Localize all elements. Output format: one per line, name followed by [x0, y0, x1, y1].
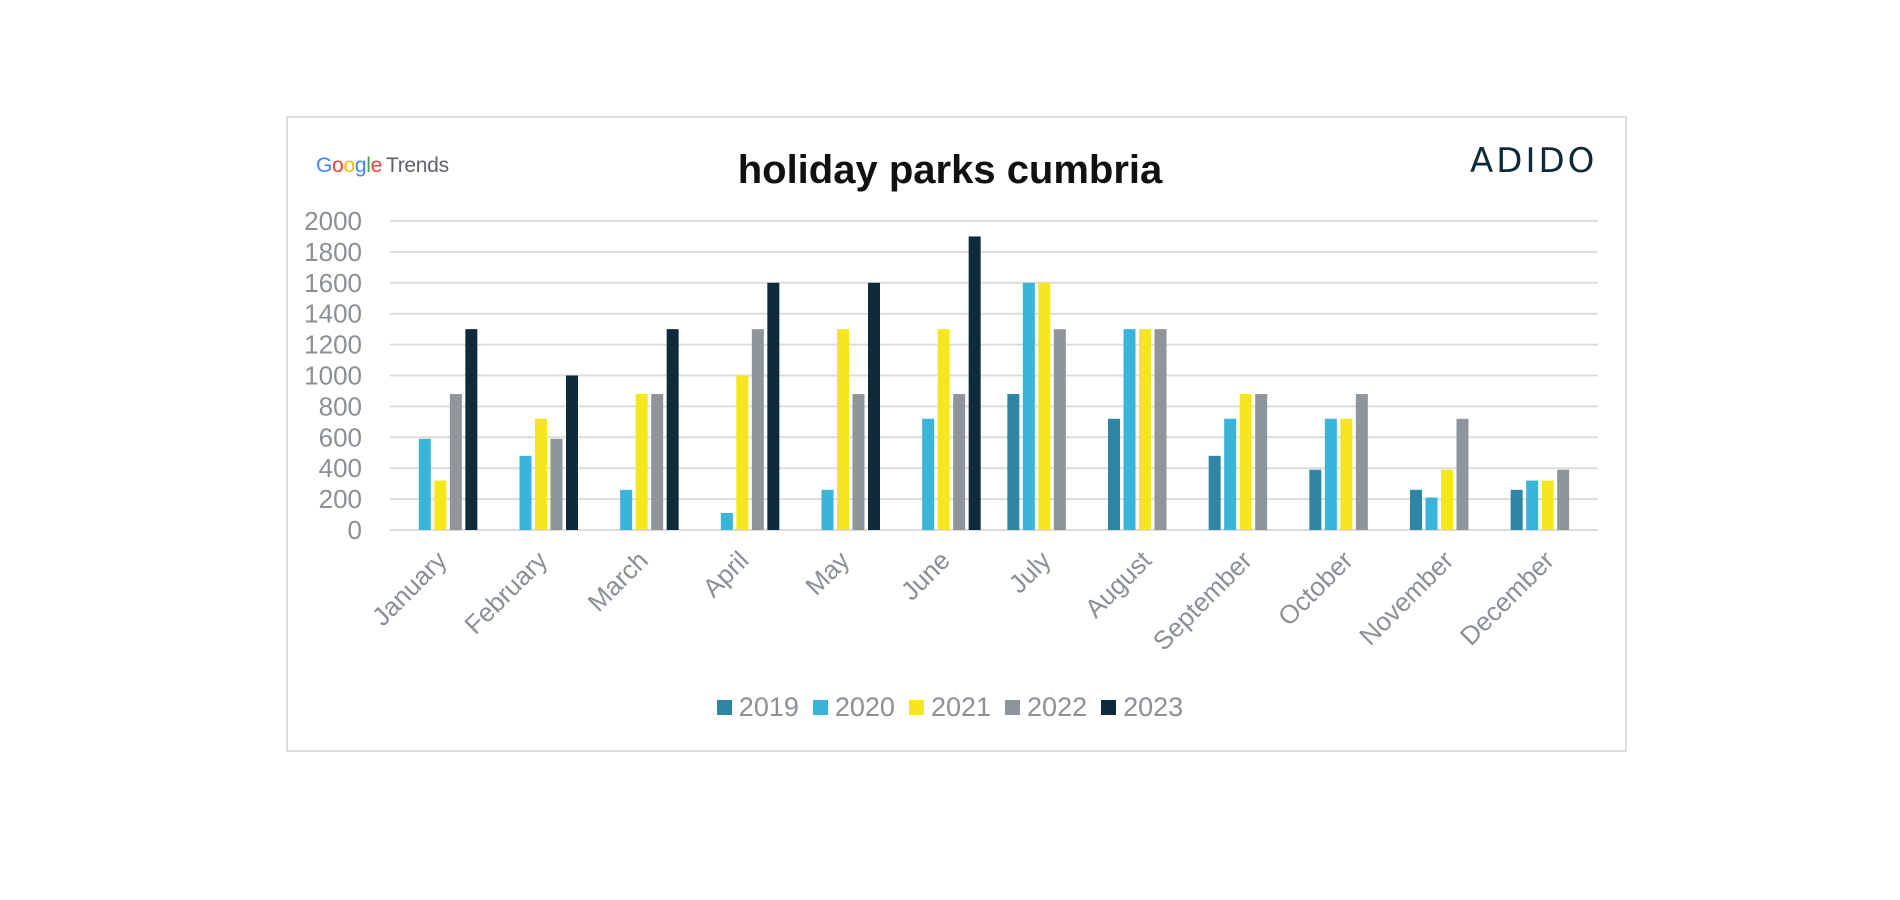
legend-item-2023: 2023 [1101, 692, 1183, 723]
x-tick-label: May [799, 545, 855, 601]
x-tick-label: August [1079, 544, 1158, 623]
bar-2022-september [1255, 394, 1268, 530]
legend-label: 2020 [834, 692, 895, 722]
legend-item-2019: 2019 [716, 692, 799, 723]
bar-2019-august [1108, 418, 1120, 530]
bar-2019-july [1007, 394, 1020, 530]
legend-swatch [1005, 700, 1021, 715]
bar-2019-november [1410, 489, 1422, 530]
bar-2021-september [1239, 394, 1252, 530]
bar-2021-january [434, 480, 447, 530]
bar-2020-march [620, 489, 633, 530]
bar-2020-september [1224, 418, 1237, 530]
y-tick-label: 0 [348, 515, 362, 545]
legend-item-2022: 2022 [1005, 692, 1087, 723]
bar-2022-december [1557, 469, 1570, 530]
bar-2023-february [566, 375, 578, 530]
bar-2020-october [1324, 418, 1337, 530]
y-tick-label: 1600 [304, 268, 362, 298]
x-tick-label: March [582, 545, 654, 617]
y-tick-label: 2000 [304, 206, 362, 236]
legend-swatch [716, 700, 732, 715]
bar-2021-april [736, 375, 749, 530]
legend-item-2021: 2021 [908, 692, 992, 723]
bar-2023-march [666, 329, 679, 530]
bar-2021-december [1541, 480, 1554, 530]
bar-2020-april [720, 513, 733, 530]
bar-2022-may [852, 394, 865, 530]
y-tick-label: 600 [319, 422, 362, 452]
x-tick-label: November [1353, 545, 1459, 651]
legend-label: 2019 [738, 692, 799, 722]
bar-2021-july [1038, 282, 1051, 530]
bar-2022-october [1355, 394, 1368, 530]
adido-logo: ADIDO [1470, 141, 1598, 181]
x-tick-label: January [366, 545, 453, 632]
y-tick-label: 400 [319, 453, 362, 483]
bar-2023-may [868, 282, 880, 530]
x-tick-label: July [1003, 545, 1057, 599]
logo-letter: o [332, 154, 344, 177]
x-tick-label: October [1272, 545, 1359, 632]
bar-2022-march [651, 394, 664, 530]
legend-label: 2022 [1027, 692, 1088, 722]
bar-2022-august [1154, 329, 1167, 530]
y-tick-label: 800 [319, 391, 362, 421]
bar-2021-may [837, 329, 849, 530]
legend-swatch [1101, 700, 1117, 715]
bar-2020-january [418, 438, 431, 530]
logo-trends-word: Trends [385, 154, 449, 177]
logo-letter: e [370, 154, 383, 177]
logo-letter: g [354, 154, 367, 177]
x-tick-label: June [895, 545, 956, 606]
bar-2022-july [1053, 329, 1066, 530]
bar-2020-june [922, 418, 935, 530]
y-tick-label: 1800 [304, 237, 362, 267]
bar-2021-august [1139, 329, 1151, 530]
y-tick-label: 1000 [304, 361, 362, 391]
bar-2022-january [449, 394, 462, 530]
google-trends-logo: Google Trends [316, 154, 449, 178]
bar-2023-january [465, 329, 478, 530]
legend-label: 2023 [1123, 692, 1184, 722]
bar-2020-august [1123, 329, 1136, 530]
y-tick-label: 1400 [304, 299, 362, 329]
bar-2022-february [550, 438, 563, 530]
x-tick-label: September [1147, 545, 1258, 656]
logo-letter: G [316, 154, 333, 177]
bar-2021-february [535, 418, 547, 530]
bar-2021-march [635, 394, 648, 530]
chart-title: holiday parks cumbria [737, 148, 1163, 192]
logo-letter: o [343, 154, 355, 177]
legend-label: 2021 [930, 692, 992, 722]
bar-2020-february [519, 455, 532, 530]
bar-2019-december [1510, 489, 1523, 530]
bar-2020-december [1526, 480, 1539, 530]
y-tick-label: 200 [319, 484, 362, 514]
bar-2023-june [968, 236, 981, 530]
bar-2021-october [1340, 418, 1353, 530]
chart-legend: 2019 2020 2021 2022 2023 [0, 692, 1900, 723]
bar-2019-october [1309, 469, 1322, 530]
legend-item-2020: 2020 [812, 692, 895, 723]
logo-letter: l [366, 154, 371, 177]
bar-2022-april [751, 329, 764, 530]
bar-2022-june [953, 394, 966, 530]
bar-2020-may [821, 489, 834, 530]
bar-2020-november [1425, 497, 1438, 530]
legend-swatch [812, 700, 828, 715]
bar-2019-september [1208, 455, 1221, 530]
bar-2020-july [1022, 282, 1035, 530]
x-tick-label: April [697, 545, 755, 603]
bar-2023-april [767, 282, 780, 530]
x-tick-label: February [458, 545, 553, 640]
bar-2022-november [1456, 418, 1469, 530]
legend-swatch [908, 700, 924, 715]
bar-2021-november [1441, 469, 1453, 530]
bar-2021-june [937, 329, 950, 530]
y-tick-label: 1200 [304, 330, 362, 360]
x-tick-label: December [1454, 545, 1560, 651]
